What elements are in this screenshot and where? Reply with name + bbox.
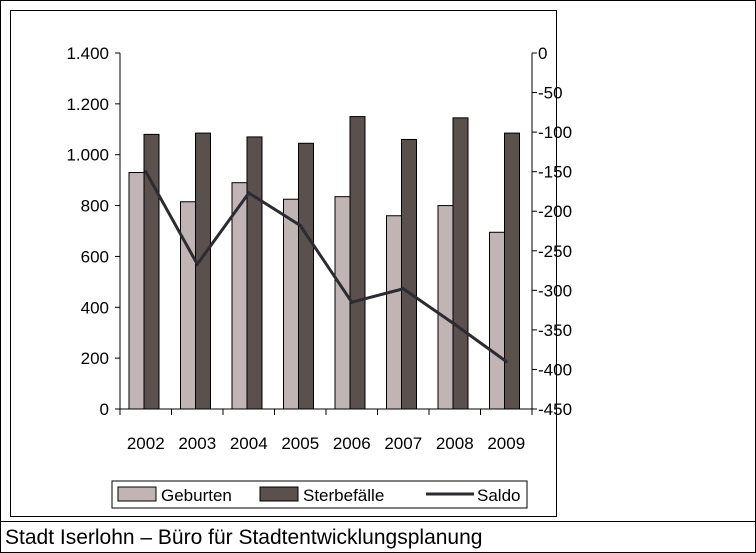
x-tick-label-2003: 2003: [178, 434, 216, 453]
bar-sterbefaelle-2004: [246, 136, 263, 410]
legend-label-geburten: Geburten: [161, 486, 232, 505]
legend-label-sterbefaelle: Sterbefälle: [303, 486, 384, 505]
x-tick-label-2007: 2007: [384, 434, 422, 453]
bar-sterbefaelle-2005: [298, 142, 314, 410]
bar-geburten-2002: [128, 172, 145, 410]
y-right-tick-label: 0: [538, 44, 547, 63]
saldo-point-2007: [401, 287, 405, 291]
saldo-point-2004: [247, 191, 251, 195]
saldo-point-2006: [350, 300, 354, 304]
y-left-tick-label: 1.400: [66, 44, 109, 63]
bar-geburten-2007: [386, 215, 402, 410]
legend-swatch-geburten: [117, 486, 157, 502]
bar-sterbefaelle-2008: [452, 117, 469, 410]
saldo-point-2005: [298, 223, 302, 227]
x-tick-label-2009: 2009: [487, 434, 525, 453]
y-right-tick-label: -250: [538, 242, 572, 261]
source-note: Stadt Iserlohn – Büro für Stadtentwicklu…: [5, 526, 483, 549]
bar-sterbefaelle-2003: [195, 132, 211, 410]
bar-geburten-2004: [231, 182, 248, 410]
saldo-point-2008: [453, 322, 457, 326]
saldo-point-2002: [144, 170, 148, 174]
bar-sterbefaelle-2007: [401, 138, 417, 410]
y-right-tick-label: -400: [538, 360, 572, 379]
y-left-tick-label: 200: [81, 349, 109, 368]
y-left-tick-label: 800: [81, 197, 109, 216]
y-right-tick-label: -200: [538, 202, 572, 221]
y-left-tick-label: 1.000: [66, 146, 109, 165]
bar-sterbefaelle-2006: [349, 116, 366, 410]
y-right-tick-label: -300: [538, 281, 572, 300]
x-tick-label-2006: 2006: [333, 434, 371, 453]
y-left-tick-label: 600: [81, 247, 109, 266]
bar-geburten-2009: [489, 231, 505, 410]
panel-divider: [0, 521, 756, 522]
bar-geburten-2006: [334, 196, 351, 410]
y-left-tick-label: 400: [81, 298, 109, 317]
legend: Geburten Sterbefälle Saldo: [111, 480, 528, 509]
saldo-line-group: [144, 170, 508, 364]
legend-swatch-sterbefaelle: [259, 486, 299, 502]
bar-geburten-2008: [437, 205, 454, 410]
y-right-tick-label: -450: [538, 400, 572, 419]
bar-geburten-2003: [180, 201, 196, 410]
x-tick-label-2005: 2005: [281, 434, 319, 453]
x-tick-label-2004: 2004: [230, 434, 268, 453]
saldo-point-2003: [195, 262, 199, 266]
y-right-tick-label: -150: [538, 163, 572, 182]
y-right-tick-label: -100: [538, 123, 572, 142]
legend-label-saldo: Saldo: [477, 486, 520, 505]
bar-geburten-2005: [283, 198, 299, 410]
saldo-point-2009: [504, 360, 508, 364]
x-tick-label-2002: 2002: [127, 434, 165, 453]
x-tick-label-2008: 2008: [436, 434, 474, 453]
bar-sterbefaelle-2009: [504, 132, 520, 410]
bars-group: [128, 116, 520, 410]
y-left-tick-label: 1.200: [66, 95, 109, 114]
saldo-line: [144, 170, 508, 363]
axes-group: 0 200 400 600 800 1.000 1.200 1.400 -450 -400 -350…: [66, 44, 572, 453]
y-left-tick-label: 0: [100, 400, 109, 419]
y-right-tick-label: -50: [538, 84, 563, 103]
y-right-tick-label: -350: [538, 321, 572, 340]
